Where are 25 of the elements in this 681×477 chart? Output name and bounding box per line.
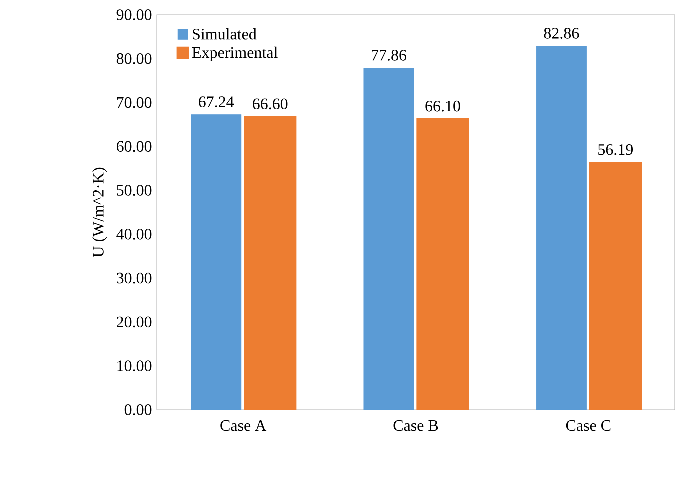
- y-tick-label: 30.00: [117, 272, 152, 284]
- legend-label: Experimental: [192, 46, 278, 62]
- y-tick-label: 10.00: [118, 360, 152, 372]
- data-label: 56.19: [598, 144, 634, 156]
- x-tick-label: Case C: [566, 420, 611, 432]
- data-label: 67.24: [199, 96, 234, 108]
- y-tick-label: 0.00: [124, 404, 152, 416]
- x-tick-label: Case A: [220, 420, 267, 432]
- bar: [364, 68, 414, 410]
- y-tick-label: 60.00: [116, 141, 152, 152]
- y-tick-label: 40.00: [116, 229, 152, 240]
- y-tick-label: 50.00: [117, 185, 152, 196]
- data-label: 66.60: [253, 98, 288, 110]
- y-tick-label: 80.00: [116, 53, 152, 64]
- data-label: 66.10: [426, 100, 460, 112]
- data-label: 82.86: [544, 28, 580, 39]
- y-axis-title: U (W/m^2·K): [92, 168, 108, 258]
- x-tick-label: Case B: [394, 420, 438, 432]
- y-tick-label: 90.00: [116, 10, 152, 20]
- y-tick-label: 70.00: [117, 97, 152, 108]
- data-label: 77.86: [372, 50, 407, 61]
- bar: [536, 46, 587, 410]
- y-tick-label: 20.00: [117, 316, 152, 328]
- legend-label: Simulated: [193, 28, 257, 40]
- bar: [191, 114, 242, 410]
